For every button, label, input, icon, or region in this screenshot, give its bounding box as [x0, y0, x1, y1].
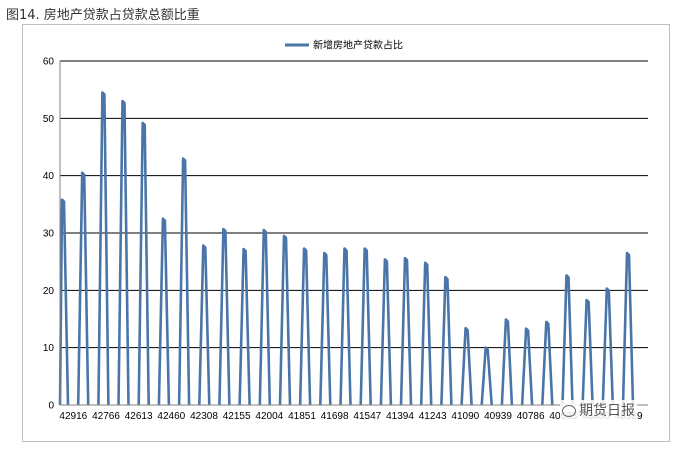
series-spike — [117, 99, 130, 406]
y-tick-label: 40 — [43, 171, 55, 182]
x-tick-label: 40939 — [484, 411, 512, 422]
series-spike — [379, 258, 393, 406]
series-spike — [198, 244, 211, 406]
y-tick-label: 60 — [43, 57, 55, 68]
figure-title: 图14. 房地产贷款占贷款总额比重 — [6, 8, 200, 23]
line-chart: 0 10 20 30 40 50 60 42916 42766 42613 42460 42308 42… — [43, 39, 648, 422]
y-tick-label: 0 — [48, 401, 54, 412]
series-spike — [581, 298, 594, 406]
series-spike — [460, 326, 473, 406]
series-spike — [76, 171, 90, 406]
series-spike — [157, 217, 171, 406]
series-spike — [339, 247, 352, 406]
series-spike — [218, 227, 231, 406]
x-tick-label: 41851 — [288, 411, 316, 422]
x-tick-label: 41090 — [451, 411, 479, 422]
y-tick-label: 10 — [43, 343, 55, 354]
series-spike — [97, 91, 110, 406]
y-tick-label: 50 — [43, 114, 55, 125]
x-tick-label: 42004 — [255, 411, 283, 422]
watermark-text: 期货日报 — [579, 403, 635, 419]
series-spike — [298, 247, 312, 406]
y-tick-label: 20 — [43, 286, 55, 297]
x-tick-label: 41394 — [386, 411, 414, 422]
x-tick-label: 42308 — [190, 411, 218, 422]
axes: 0 10 20 30 40 50 60 42916 42766 42613 42460 42308 42… — [43, 57, 648, 422]
series-spike — [621, 251, 635, 406]
series-spike — [177, 157, 191, 406]
x-tick-label: 41547 — [353, 411, 381, 422]
series-spike — [278, 234, 292, 406]
x-tick-label: 42766 — [92, 411, 120, 422]
series-spike — [419, 261, 433, 406]
series-spike — [561, 274, 574, 406]
series-spike — [319, 251, 332, 406]
chart-frame: 0 10 20 30 40 50 60 42916 42766 42613 42460 42308 42… — [22, 24, 670, 442]
series-spike — [58, 198, 70, 406]
series-spike — [601, 287, 615, 406]
series-spike — [520, 327, 534, 406]
y-tick-label: 30 — [43, 229, 55, 240]
series-spike — [541, 320, 554, 406]
x-tick-label: 42613 — [125, 411, 153, 422]
legend: 新增房地产贷款占比 — [285, 39, 403, 52]
series-spike — [359, 247, 372, 406]
series-spike — [480, 346, 493, 406]
legend-label: 新增房地产贷款占比 — [313, 39, 403, 52]
series-spike — [137, 121, 150, 406]
series-spike — [500, 318, 514, 406]
series-spike — [238, 247, 251, 406]
series-spike — [258, 228, 272, 406]
x-tick-label: 41698 — [321, 411, 349, 422]
series-lines — [58, 91, 635, 406]
x-tick-label: 40786 — [517, 411, 545, 422]
x-tick-label: 42155 — [223, 411, 251, 422]
series-spike — [440, 275, 453, 406]
x-tick-label: 42916 — [59, 411, 87, 422]
series-spike — [399, 256, 413, 406]
watermark: 期货日报 — [560, 400, 637, 420]
x-tick-label: 42460 — [157, 411, 185, 422]
wechat-icon — [562, 405, 576, 417]
x-tick-label: 41243 — [419, 411, 447, 422]
